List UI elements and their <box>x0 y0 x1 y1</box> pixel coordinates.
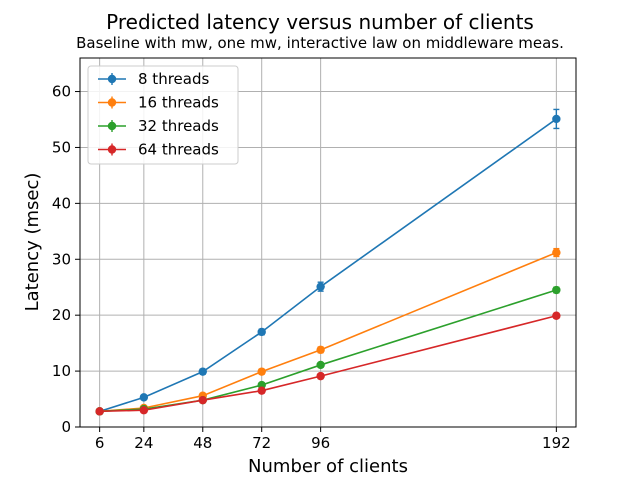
series-32-threads <box>95 285 561 416</box>
x-tick-label: 72 <box>252 434 271 452</box>
data-point <box>257 367 266 376</box>
x-tick-label: 6 <box>95 434 105 452</box>
series-64-threads <box>95 311 561 416</box>
legend-item: 8 threads <box>98 70 209 88</box>
legend-item: 64 threads <box>98 141 219 159</box>
series-line <box>99 251 557 413</box>
data-point <box>316 371 325 381</box>
chart-subtitle: Baseline with mw, one mw, interactive la… <box>76 34 564 52</box>
series-line <box>99 314 557 413</box>
y-tick-label: 30 <box>52 250 71 268</box>
legend: 8 threads 16 threads 32 threads 64 threads <box>87 65 239 165</box>
y-tick-label: 0 <box>61 418 71 436</box>
ticks: 6 24 48 72 96 192 0 10 20 30 40 50 60 <box>52 83 571 452</box>
data-point <box>552 311 561 320</box>
legend-swatch-marker <box>107 121 117 131</box>
legend-label: 16 threads <box>138 94 219 112</box>
data-point <box>552 248 561 257</box>
legend-swatch-marker <box>107 98 117 107</box>
data-point <box>257 386 266 395</box>
legend-swatch-marker <box>107 145 117 154</box>
y-axis-label: Latency (msec) <box>22 173 43 312</box>
legend-label: 64 threads <box>138 141 219 159</box>
x-tick-label: 96 <box>311 434 330 452</box>
x-axis-label: Number of clients <box>248 456 408 477</box>
series-line <box>99 118 557 413</box>
legend-label: 32 threads <box>138 117 219 135</box>
data-point <box>139 393 149 402</box>
data-point <box>316 282 325 291</box>
data-point <box>257 327 266 337</box>
data-point <box>316 345 325 355</box>
x-tick-label: 192 <box>542 434 571 452</box>
legend-item: 32 threads <box>98 117 219 135</box>
y-tick-label: 50 <box>52 138 71 156</box>
y-tick-label: 10 <box>52 362 71 380</box>
data-point <box>139 406 149 415</box>
series-layer <box>95 108 561 416</box>
data-point <box>95 407 104 416</box>
legend-box <box>87 65 239 165</box>
legend-label: 8 threads <box>138 70 209 88</box>
legend-swatch-marker <box>107 74 117 84</box>
data-point <box>198 367 207 376</box>
data-point <box>552 285 561 295</box>
y-tick-label: 40 <box>52 194 71 212</box>
y-tick-label: 60 <box>52 83 71 101</box>
x-tick-label: 24 <box>134 434 153 452</box>
y-tick-label: 20 <box>52 306 71 324</box>
series-line <box>99 289 557 413</box>
legend-item: 16 threads <box>98 94 219 112</box>
plot-frame <box>79 57 577 428</box>
data-point <box>552 114 561 124</box>
data-point <box>198 395 207 405</box>
x-tick-label: 48 <box>193 434 212 452</box>
chart-title: Predicted latency versus number of clien… <box>106 10 534 34</box>
data-point <box>316 360 325 370</box>
